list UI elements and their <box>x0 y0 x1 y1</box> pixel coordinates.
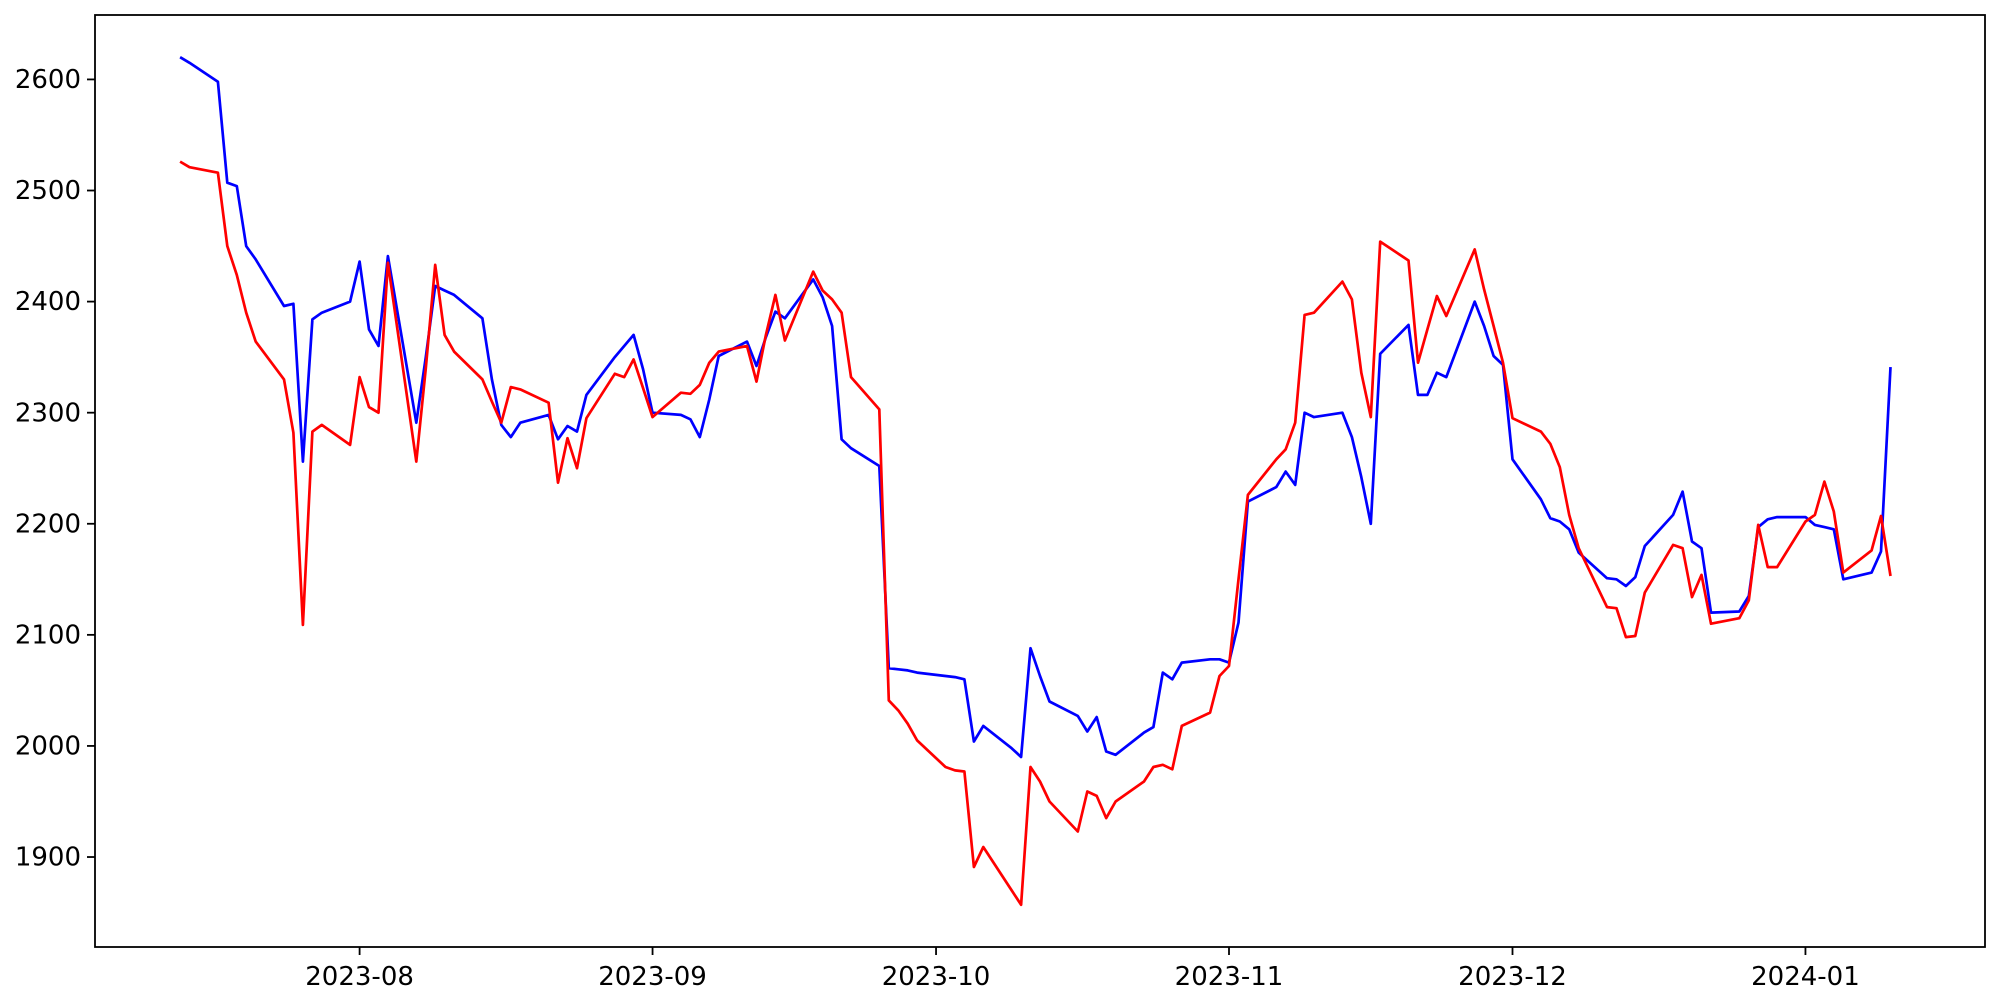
x-tick-label: 2023-08 <box>305 962 414 992</box>
x-tick-label: 2023-12 <box>1458 962 1567 992</box>
blue-series-line <box>179 56 1892 759</box>
y-tick-label: 2100 <box>15 620 81 650</box>
y-tick-label: 1900 <box>15 843 81 873</box>
y-tick-label: 2200 <box>15 509 81 539</box>
plot-border <box>94 14 1986 948</box>
x-tick-label: 2024-01 <box>1751 962 1860 992</box>
y-tick-label: 2500 <box>15 176 81 206</box>
x-tick-label: 2023-09 <box>598 962 707 992</box>
y-tick-label: 2000 <box>15 732 81 762</box>
y-tick-label: 2300 <box>15 398 81 428</box>
x-tick-label: 2023-11 <box>1175 962 1284 992</box>
y-tick-label: 2600 <box>15 65 81 95</box>
y-tick-label: 2400 <box>15 287 81 317</box>
x-tick-label: 2023-10 <box>882 962 991 992</box>
red-series-line <box>179 160 1892 907</box>
